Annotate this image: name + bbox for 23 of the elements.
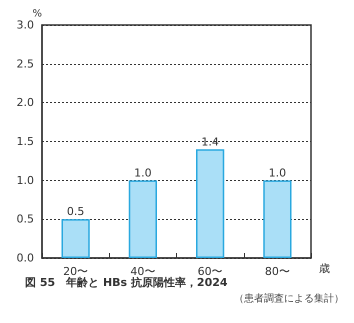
- x-tick-label: 20〜: [63, 265, 88, 278]
- text: （患者調査による集計）: [234, 292, 344, 304]
- y-tick-label: 1.5: [16, 135, 34, 148]
- x-tick-label: 60〜: [198, 265, 223, 278]
- x-axis-title: 歳: [319, 262, 330, 275]
- data-label: 1.0: [268, 166, 286, 180]
- y-tick-label: 2.5: [16, 57, 34, 70]
- y-tick-label: 1.0: [16, 174, 34, 187]
- data-label: 1.4: [201, 135, 219, 148]
- y-tick-label: 3.0: [16, 18, 34, 32]
- x-tick-label: 40〜: [130, 265, 156, 278]
- data-label: 1.0: [134, 166, 152, 180]
- bar: [62, 219, 90, 258]
- bar: [263, 180, 292, 258]
- bar: [128, 180, 157, 258]
- y-tick-label: 2.0: [16, 96, 34, 110]
- x-tick-label: 80〜: [264, 265, 290, 278]
- text: 図 55 年齢と HBs 抗原陽性率，2024: [25, 276, 228, 289]
- y-tick-label: 0.5: [16, 212, 34, 226]
- y-axis-title: %: [32, 8, 42, 20]
- y-tick-label: 0.0: [16, 252, 34, 264]
- bar: [196, 149, 224, 258]
- data-label: 0.5: [66, 205, 84, 218]
